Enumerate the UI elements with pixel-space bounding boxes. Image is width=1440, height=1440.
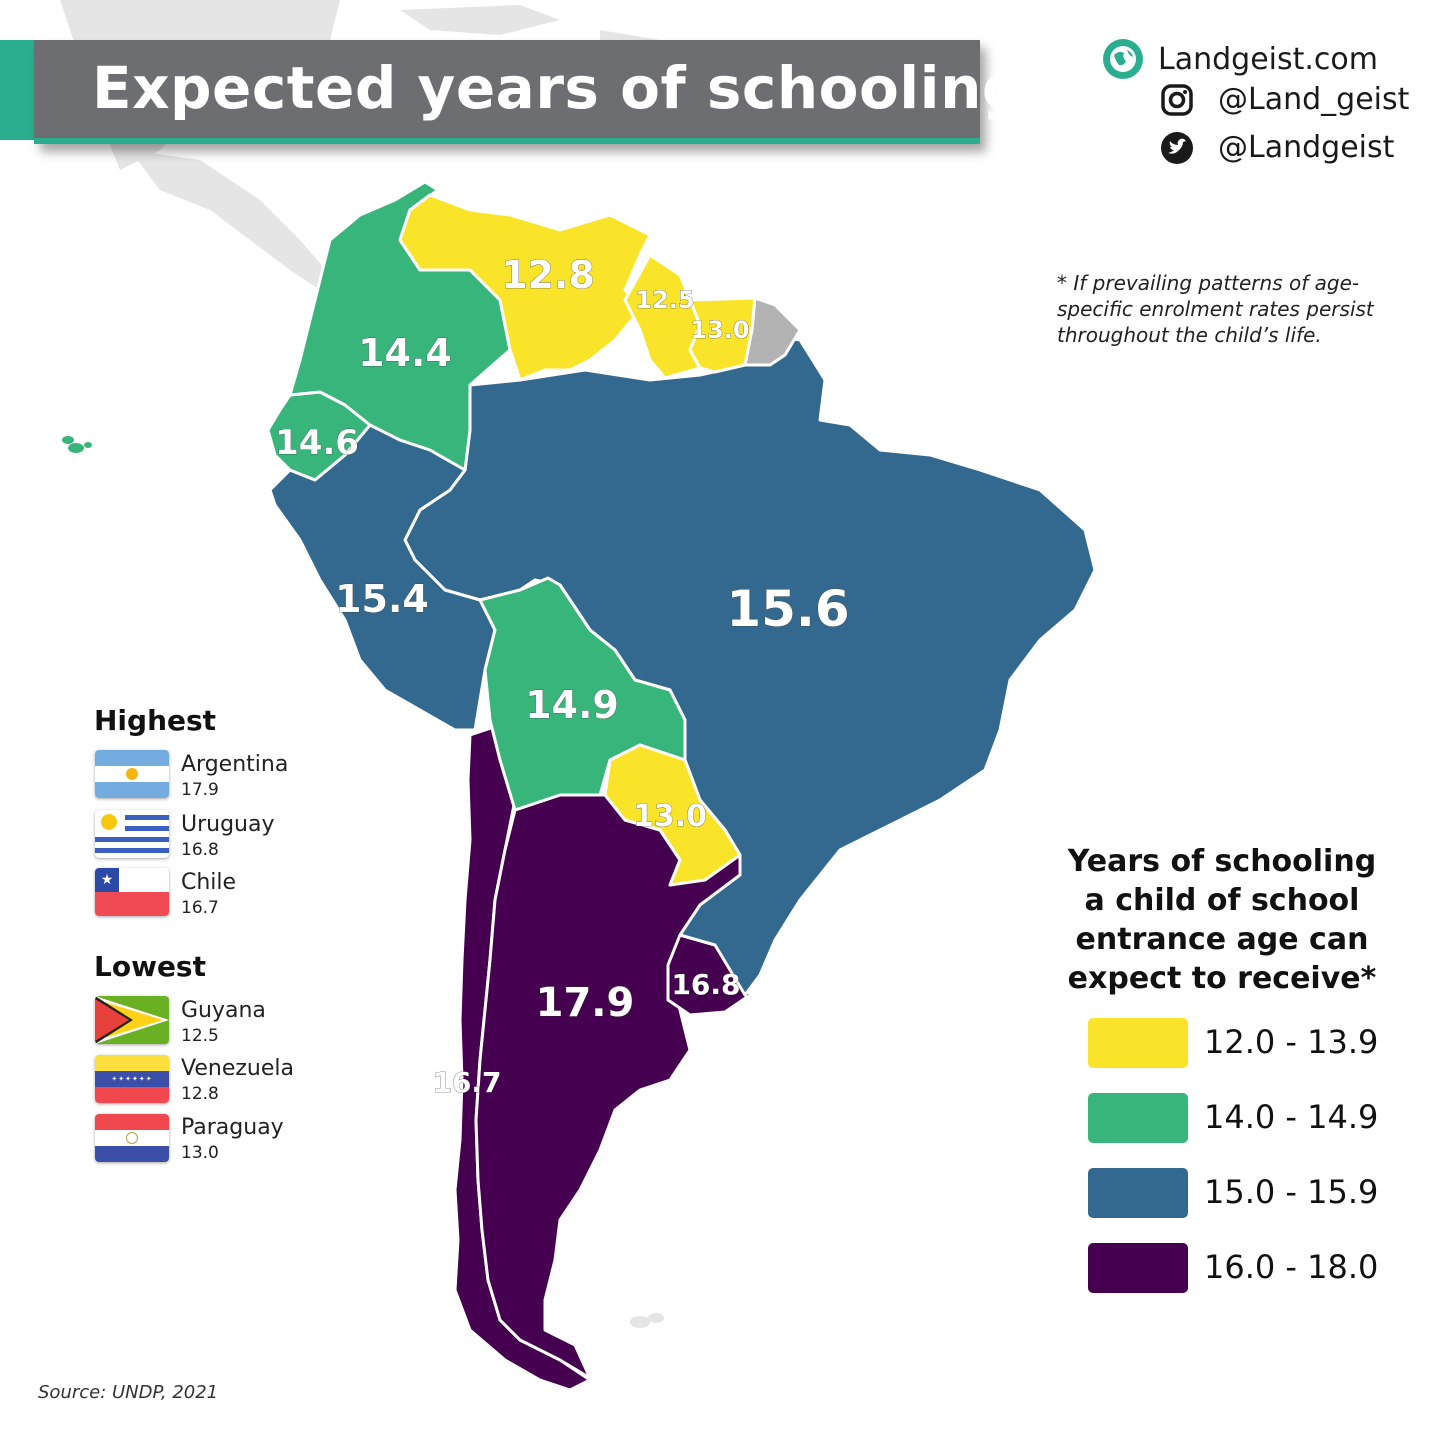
title-bar [34,40,980,144]
galapagos-islands [62,436,92,453]
twitter-icon [1161,131,1193,164]
map-label-peru: 15.4 [335,577,429,621]
flag-argentina [95,750,169,798]
map-label-bolivia: 14.9 [525,683,619,727]
legend-range-3: 15.0 - 15.9 [1204,1173,1379,1211]
map-label-venezuela: 12.8 [501,253,595,297]
brand-instagram[interactable]: @Land_geist [1218,82,1410,117]
source-note: Source: UNDP, 2021 [38,1382,219,1403]
lowest-value-2: 12.8 [181,1084,219,1104]
map-label-guyana: 12.5 [635,286,694,314]
region-argentina [474,793,750,1380]
map-label-brazil: 15.6 [726,580,849,638]
title-accent [0,40,34,140]
legend-swatch-4 [1088,1243,1188,1293]
flag-paraguay [95,1114,169,1162]
lowest-country-3: Paraguay [181,1115,284,1140]
legend-range-4: 16.0 - 18.0 [1204,1248,1379,1286]
map-label-suriname: 13.0 [690,316,749,344]
map-label-uruguay: 16.8 [671,968,740,1001]
flag-uruguay [95,810,169,858]
lowest-country-2: Venezuela [181,1056,294,1081]
region-paraguay [603,743,742,887]
instagram-icon [1161,83,1193,116]
lowest-country-1: Guyana [181,998,266,1023]
page-title: Expected years of schooling [92,54,1024,122]
region-venezuela [398,193,652,382]
brand-website-row: Landgeist.com [1102,38,1378,80]
lowest-heading: Lowest [94,950,206,983]
legend-swatch-1 [1088,1018,1188,1068]
legend-title: Years of schooling a child of school ent… [1067,844,1377,996]
region-guyana [623,253,702,380]
map-label-paraguay: 13.0 [633,799,707,834]
legend-range-2: 14.0 - 14.9 [1204,1098,1379,1136]
brand-twitter[interactable]: @Landgeist [1218,130,1395,165]
brand-instagram-row: @Land_geist [1160,82,1409,117]
footnote: * If prevailing patterns of age-specific… [1057,271,1374,347]
map-label-argentina: 17.9 [536,980,635,1026]
flag-guyana [95,996,169,1044]
highest-country-1: Argentina [181,752,289,777]
brand-website[interactable]: Landgeist.com [1158,41,1378,77]
legend-swatch-3 [1088,1168,1188,1218]
map-label-chile: 16.7 [432,1066,501,1099]
highest-country-3: Chile [181,870,237,895]
brand-twitter-row: @Landgeist [1160,130,1394,165]
highest-value-3: 16.7 [181,898,219,918]
lowest-value-3: 13.0 [181,1143,219,1163]
map-label-colombia: 14.4 [358,331,452,375]
lowest-value-1: 12.5 [181,1026,219,1046]
legend-range-1: 12.0 - 13.9 [1204,1023,1379,1061]
title-underline [34,138,980,144]
globe-icon [1103,39,1143,79]
highest-country-2: Uruguay [181,812,275,837]
flag-chile: ★ [95,868,169,916]
highest-value-1: 17.9 [181,780,219,800]
falkland-islands [630,1313,664,1328]
highest-heading: Highest [94,704,217,737]
legend-swatch-2 [1088,1093,1188,1143]
region-french-guiana [743,296,802,367]
flag-venezuela: ✦✦✦✦✦✦ [95,1055,169,1103]
map-label-ecuador: 14.6 [275,423,359,463]
highest-value-2: 16.8 [181,840,219,860]
region-colombia [288,180,512,472]
